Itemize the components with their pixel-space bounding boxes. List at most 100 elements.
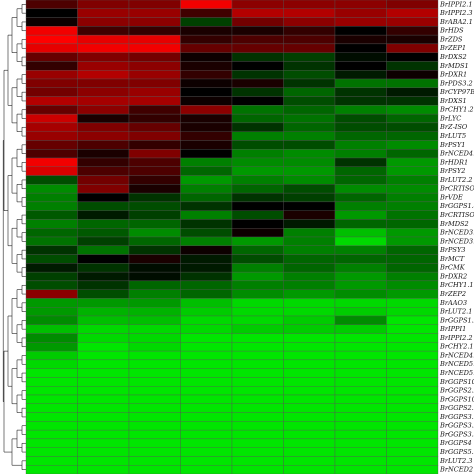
heatmap-cell <box>283 315 336 325</box>
row-label: BrDXR2 <box>439 272 467 280</box>
heatmap-cell <box>180 192 233 203</box>
heatmap-cell <box>180 333 233 343</box>
heatmap-cell <box>77 52 130 62</box>
heatmap-cell <box>334 359 387 369</box>
heatmap-cell <box>25 34 78 45</box>
heatmap-cell <box>283 350 336 361</box>
heatmap-cell <box>128 78 181 88</box>
heatmap-cell <box>128 201 181 211</box>
heatmap-cell <box>77 166 130 176</box>
heatmap-cell <box>231 254 284 264</box>
heatmap-cell <box>231 447 284 457</box>
heatmap-cell <box>283 254 336 264</box>
heatmap-cell <box>283 201 336 211</box>
heatmap-cell <box>128 175 181 185</box>
heatmap-cell <box>77 175 130 185</box>
heatmap-cell <box>386 113 439 124</box>
heatmap-cell <box>25 61 78 71</box>
heatmap-cell <box>231 245 284 255</box>
row-label: BrLUT2.3 <box>439 457 472 465</box>
heatmap-cell <box>231 87 284 97</box>
heatmap-cell <box>386 219 439 229</box>
heatmap-cell <box>128 236 181 246</box>
heatmap-cell <box>25 105 78 115</box>
heatmap-cell <box>77 263 130 273</box>
heatmap-cell <box>231 342 284 352</box>
heatmap-cell <box>231 289 284 299</box>
heatmap-cell <box>231 131 284 141</box>
heatmap-cell <box>386 315 439 325</box>
row-label: BrGGPS1.4 <box>439 202 474 210</box>
heatmap-cell <box>283 175 336 185</box>
heatmap-cell <box>283 438 336 448</box>
heatmap-cell <box>283 271 336 282</box>
row-label: BrGGPS2.1 <box>439 404 474 412</box>
heatmap-cell <box>334 298 387 308</box>
row-label: BrDXR1 <box>439 71 467 79</box>
heatmap-cell <box>334 192 387 203</box>
heatmap-cell <box>334 43 387 53</box>
heatmap-cell <box>283 447 336 457</box>
heatmap-cell <box>25 210 78 220</box>
heatmap-cell <box>25 350 78 361</box>
row-label: BrPSY2 <box>439 167 466 175</box>
heatmap-cell <box>77 342 130 352</box>
heatmap-cell <box>128 315 181 325</box>
heatmap-cell <box>386 43 439 53</box>
heatmap-cell <box>386 70 439 80</box>
row-label: BrDXS1 <box>439 97 467 105</box>
heatmap-cell <box>386 17 439 27</box>
heatmap-cell <box>386 307 439 317</box>
heatmap-cell <box>231 0 284 9</box>
heatmap-cell <box>283 70 336 80</box>
heatmap-cell <box>77 456 130 466</box>
heatmap-cell <box>283 307 336 317</box>
heatmap-cell <box>231 184 284 194</box>
heatmap-cell <box>77 412 130 422</box>
heatmap-cell <box>334 157 387 167</box>
heatmap-cell <box>334 87 387 97</box>
heatmap-cell <box>180 447 233 457</box>
heatmap-cell <box>386 263 439 273</box>
row-label: BrLYC <box>439 114 461 122</box>
heatmap-cell <box>77 210 130 220</box>
heatmap-cell <box>128 43 181 53</box>
heatmap-cell <box>180 78 233 88</box>
heatmap-cell <box>334 52 387 62</box>
heatmap-cell <box>334 70 387 80</box>
heatmap-cell <box>128 192 181 203</box>
heatmap-cell <box>231 61 284 71</box>
row-label: BrHDS <box>439 27 464 35</box>
heatmap-cell <box>77 219 130 229</box>
heatmap-cell <box>77 289 130 299</box>
heatmap-cell <box>128 342 181 352</box>
heatmap-cell <box>386 271 439 282</box>
heatmap-cell <box>386 0 439 9</box>
heatmap-cell <box>231 219 284 229</box>
heatmap-cell <box>25 17 78 27</box>
heatmap-cell <box>25 394 78 404</box>
heatmap-cell <box>25 342 78 352</box>
heatmap-cell <box>25 324 78 334</box>
heatmap-cell <box>25 465 78 474</box>
row-dendrogram <box>2 4 26 470</box>
heatmap-cell <box>283 184 336 194</box>
heatmap-cell <box>386 140 439 150</box>
row-label: BrZDS <box>439 35 463 43</box>
heatmap-cell <box>334 394 387 404</box>
heatmap-cell <box>128 438 181 448</box>
heatmap-cell <box>231 298 284 308</box>
heatmap-cell <box>283 280 336 290</box>
heatmap-cell <box>386 429 439 440</box>
heatmap-cell <box>334 131 387 141</box>
row-label: BrCHY2.1 <box>439 343 474 351</box>
heatmap-cell <box>283 131 336 141</box>
heatmap-cell <box>283 263 336 273</box>
heatmap-cell <box>283 245 336 255</box>
heatmap-cell <box>180 17 233 27</box>
heatmap-cell <box>386 394 439 404</box>
heatmap-cell <box>386 34 439 45</box>
heatmap-cell <box>231 412 284 422</box>
heatmap-cell <box>386 228 439 238</box>
row-label: BrABA2.1 <box>439 18 473 26</box>
